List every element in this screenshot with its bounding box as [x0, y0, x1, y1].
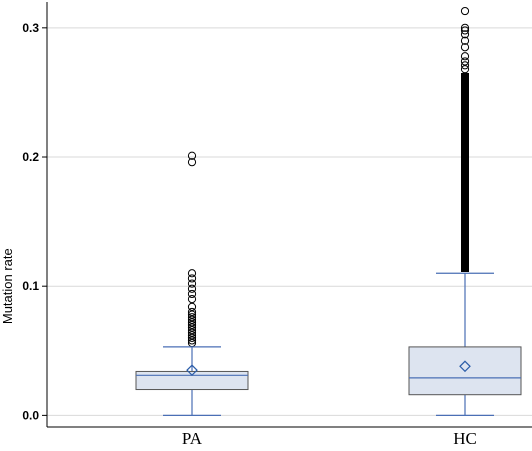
outlier-pa-2 [187, 333, 197, 342]
category-label-pa: PA [182, 429, 203, 448]
outlier-pa-16 [187, 284, 197, 293]
outlier-hc-8 [460, 23, 470, 32]
outlier-pa-17 [187, 279, 197, 288]
outlier-hc-1 [460, 61, 470, 70]
outlier-pa-14 [187, 295, 197, 304]
outlier-hc-4 [460, 43, 470, 52]
y-tick-label-2: 0.2 [22, 150, 39, 164]
outlier-hc-2 [460, 57, 470, 66]
y-tick-label-3: 0.3 [22, 21, 39, 35]
outlier-pa-9 [187, 315, 197, 324]
outlier-hc-7 [460, 26, 470, 35]
box-hc [408, 6, 522, 416]
outlier-pa-4 [187, 328, 197, 337]
outlier-pa-12 [187, 307, 197, 317]
outlier-pa-8 [187, 318, 197, 327]
outlier-pa-10 [187, 313, 197, 322]
mean-marker-hc [459, 360, 471, 373]
y-axis-label: Mutation rate [0, 248, 15, 324]
outlier-pa-1 [187, 336, 197, 345]
iqr-box-pa [135, 370, 249, 391]
boxes [135, 6, 522, 416]
outlier-pa-19 [187, 269, 197, 278]
outlier-pa-3 [187, 331, 197, 340]
outlier-hc-5 [460, 36, 470, 45]
outlier-pa-18 [187, 274, 197, 283]
outlier-pa-21 [187, 151, 197, 160]
outlier-pa-7 [187, 320, 197, 330]
outlier-pa-5 [187, 326, 197, 335]
outlier-pa-20 [187, 158, 197, 167]
mean-marker-pa [186, 364, 198, 377]
box-pa [135, 151, 249, 416]
outlier-pa-11 [187, 310, 197, 319]
axes [46, 2, 532, 428]
outlier-pa-6 [187, 323, 197, 332]
category-labels: PA HC [182, 429, 477, 448]
outlier-hc-6 [460, 30, 470, 39]
y-tick-label-1: 0.1 [22, 279, 39, 293]
category-label-hc: HC [453, 429, 477, 448]
outlier-pa-15 [187, 289, 197, 299]
outlier-hc-3 [460, 52, 470, 61]
outlier-hc-0 [460, 65, 470, 74]
y-axis-ticks: 0.0 0.1 0.2 0.3 [22, 21, 47, 422]
y-tick-label-0: 0.0 [22, 408, 39, 422]
outlier-pa-13 [187, 302, 197, 311]
outlier-hc-9 [460, 6, 470, 16]
